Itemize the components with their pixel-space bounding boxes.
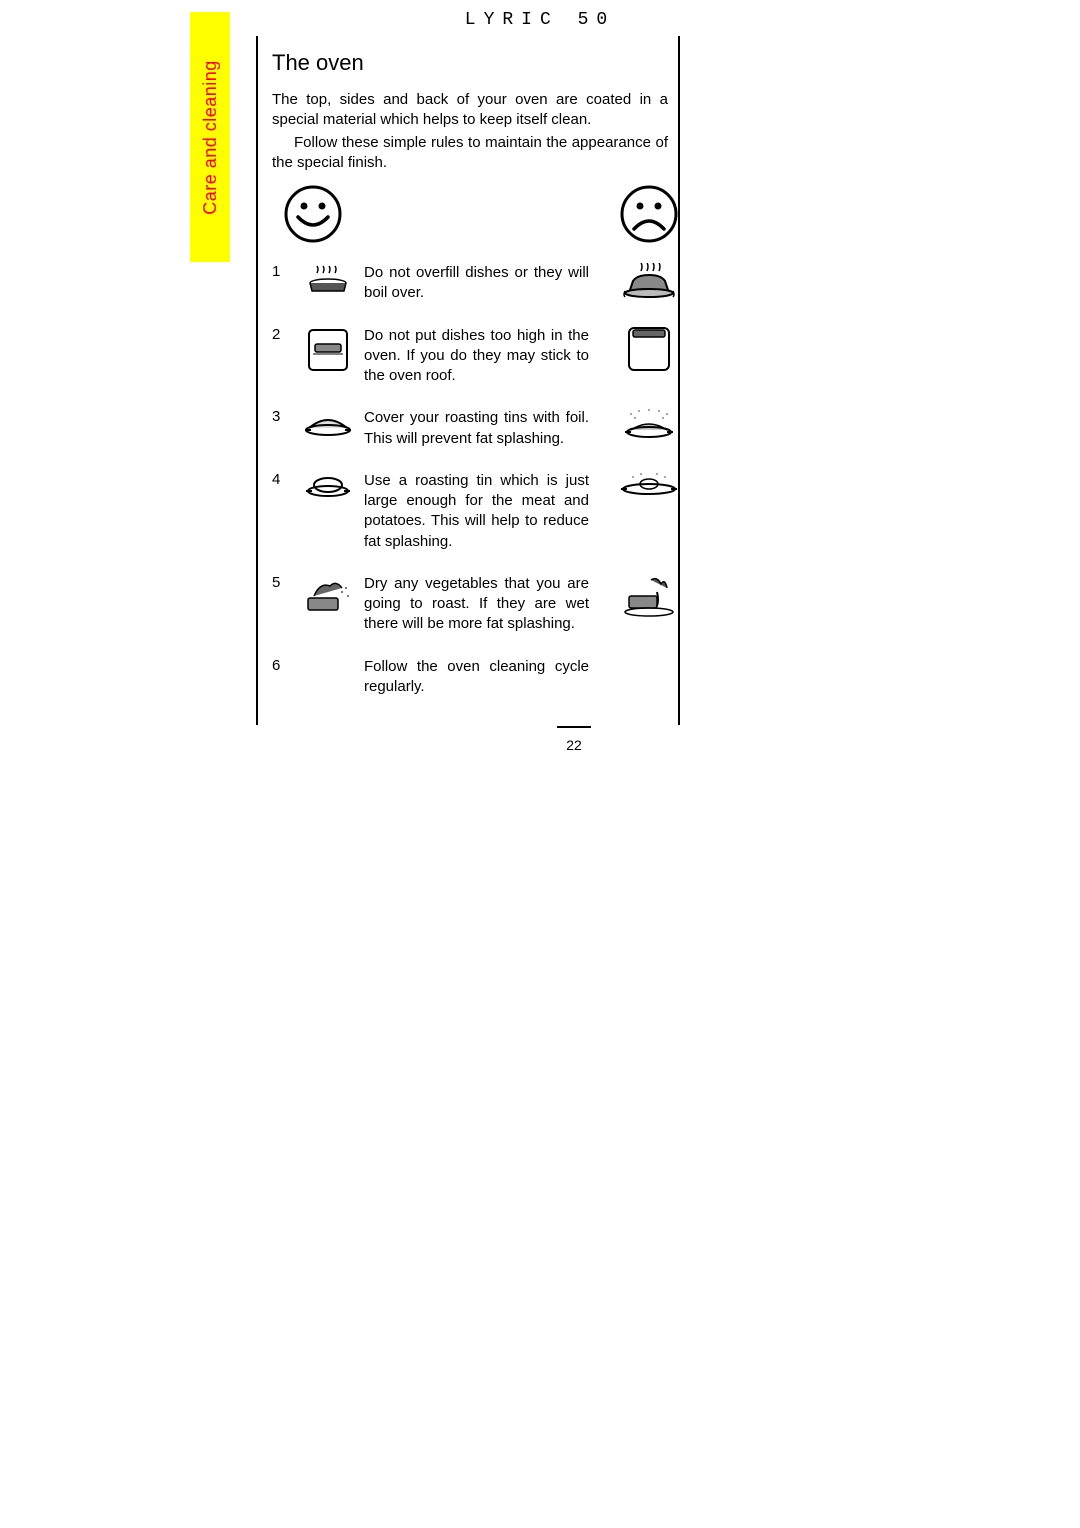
wet-veg-splash-icon bbox=[619, 574, 679, 618]
rule-text: Follow the oven cleaning cycle regularly… bbox=[364, 657, 589, 698]
page-header: LYRIC 50 bbox=[190, 0, 890, 36]
side-tab-label: Care and cleaning bbox=[200, 60, 221, 215]
rules-list: 1 Do not overfill dishes or they will bo… bbox=[272, 263, 668, 697]
hot-dish-icon bbox=[292, 263, 364, 299]
section-title: The oven bbox=[272, 50, 668, 76]
rule-number: 2 bbox=[272, 326, 292, 343]
rule-row: 4 Use a roasting tin which is just large… bbox=[272, 471, 668, 552]
rule-number: 3 bbox=[272, 408, 292, 425]
rule-row: 2 Do not put dishes too high in the oven… bbox=[272, 326, 668, 387]
oven-mid-shelf-icon bbox=[292, 326, 364, 372]
rule-text: Do not overfill dishes or they will boil… bbox=[364, 263, 589, 304]
page-number: 22 bbox=[566, 737, 582, 753]
rule-number: 1 bbox=[272, 263, 292, 280]
rule-text: Cover your roasting tins with foil. This… bbox=[364, 408, 589, 449]
intro-text-1: The top, sides and back of your oven are… bbox=[272, 90, 668, 131]
rule-row: 6 Follow the oven cleaning cycle regular… bbox=[272, 657, 668, 698]
rule-text: Do not put dishes too high in the oven. … bbox=[364, 326, 589, 387]
rule-row: 5 Dry any vegetables that you are going … bbox=[272, 574, 668, 635]
covered-tin-icon bbox=[292, 408, 364, 438]
rule-number: 6 bbox=[272, 657, 292, 674]
dry-veg-icon bbox=[292, 574, 364, 616]
rule-text: Dry any vegetables that you are going to… bbox=[364, 574, 589, 635]
rule-number: 5 bbox=[272, 574, 292, 591]
divider-left bbox=[256, 36, 258, 725]
snug-tin-icon bbox=[292, 471, 364, 499]
intro-text-2: Follow these simple rules to maintain th… bbox=[272, 133, 668, 174]
rule-row: 1 Do not overfill dishes or they will bo… bbox=[272, 263, 668, 304]
rule-row: 3 Cover your roasting tins with foil. Th… bbox=[272, 408, 668, 449]
empty-icon bbox=[292, 657, 364, 659]
side-tab: Care and cleaning bbox=[190, 12, 230, 262]
frowny-icon bbox=[620, 185, 678, 243]
splashing-tin-icon bbox=[619, 408, 679, 440]
overflowing-dish-icon bbox=[619, 263, 679, 303]
smiley-icon bbox=[284, 185, 342, 243]
rule-text: Use a roasting tin which is just large e… bbox=[364, 471, 589, 552]
divider-right bbox=[678, 36, 680, 725]
oven-top-stuck-icon bbox=[619, 326, 679, 372]
page-number-block: 22 bbox=[258, 719, 890, 755]
large-tin-splash-icon bbox=[619, 471, 679, 499]
rule-number: 4 bbox=[272, 471, 292, 488]
